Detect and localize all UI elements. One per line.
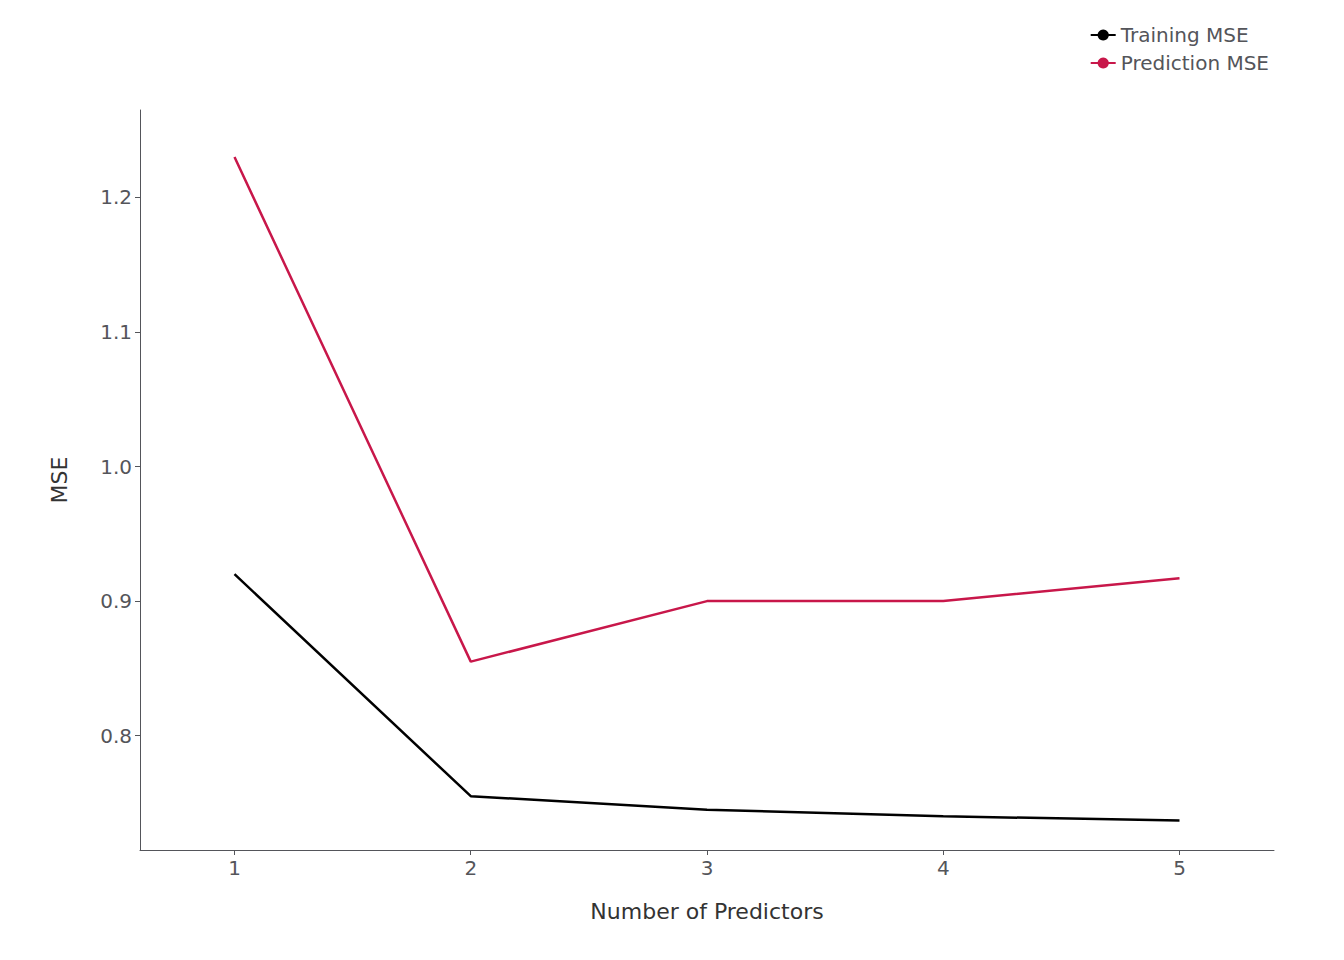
svg-text:0.9: 0.9 <box>100 589 132 613</box>
svg-text:1.0: 1.0 <box>100 455 132 479</box>
svg-text:MSE: MSE <box>47 457 72 504</box>
svg-text:Number of Predictors: Number of Predictors <box>590 899 823 924</box>
svg-text:5: 5 <box>1173 856 1186 880</box>
svg-text:Prediction MSE: Prediction MSE <box>1121 51 1269 75</box>
svg-text:1: 1 <box>228 856 241 880</box>
svg-text:Training MSE: Training MSE <box>1120 23 1249 47</box>
svg-text:3: 3 <box>701 856 714 880</box>
svg-text:4: 4 <box>937 856 950 880</box>
svg-text:2: 2 <box>464 856 477 880</box>
svg-text:1.1: 1.1 <box>100 320 132 344</box>
svg-text:0.8: 0.8 <box>100 724 132 748</box>
svg-text:1.2: 1.2 <box>100 185 132 209</box>
